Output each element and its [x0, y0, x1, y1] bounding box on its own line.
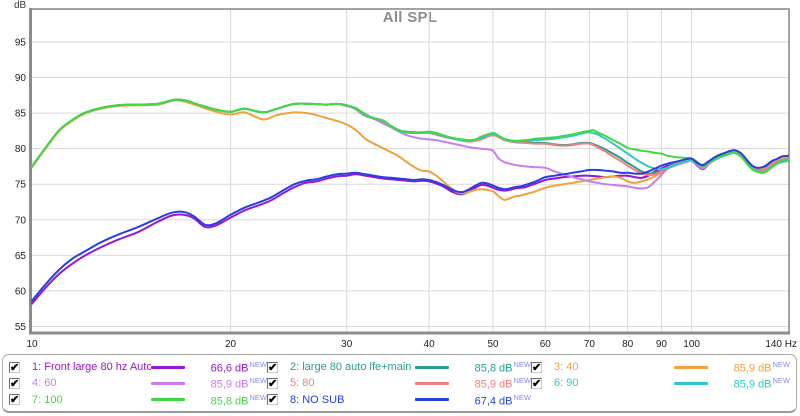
x-tick-label: 70	[584, 339, 596, 350]
legend-value-4: 85,9 dBNEW	[210, 376, 268, 391]
checkbox-check-icon: ✔	[10, 394, 20, 407]
new-badge: NEW	[249, 376, 268, 386]
legend-line-swatch-4	[150, 381, 185, 385]
checkbox-check-icon: ✔	[268, 377, 278, 390]
curve-7	[31, 98, 789, 174]
y-tick-label: 65	[15, 251, 27, 262]
legend-entry-6: ✔ 6: 90 85,9 dBNEW	[531, 375, 790, 391]
curve-3	[31, 99, 789, 201]
y-tick-label: 55	[15, 322, 27, 333]
plot-border	[30, 8, 790, 334]
legend-value-8: 67,4 dBNEW	[474, 392, 532, 408]
legend-label-7[interactable]: 7: 100	[32, 393, 63, 406]
checkbox-check-icon: ✔	[10, 361, 20, 374]
spl-plot-area[interactable]: 95 90 85 80 75 70 65 60 55 10 20 30 40 50 60 70 80 90 100 1…	[0, 0, 800, 352]
x-tick-label: 100	[683, 339, 700, 350]
legend-label-8[interactable]: 8: NO SUB	[290, 393, 345, 406]
x-tick-label: 140 Hz	[765, 339, 797, 350]
legend-line-swatch-1	[150, 365, 185, 369]
new-badge: NEW	[772, 376, 791, 386]
legend-value-2: 85,8 dBNEW	[474, 359, 532, 375]
new-badge: NEW	[513, 392, 532, 402]
x-tick-label: 10	[26, 339, 38, 350]
checkbox-check-icon: ✔	[268, 361, 278, 374]
legend-checkbox-5[interactable]: ✔	[267, 377, 278, 390]
legend-line-swatch-2	[414, 365, 449, 369]
legend-checkbox-7[interactable]: ✔	[9, 394, 20, 407]
legend-line-swatch-3	[673, 365, 708, 369]
legend-entry-4: ✔ 4: 60 85,9 dBNEW	[9, 375, 267, 391]
y-tick-label: 90	[15, 73, 27, 84]
y-tick-label: 60	[15, 286, 27, 297]
x-tick-label: 60	[540, 339, 552, 350]
y-axis-unit-label: dB	[14, 0, 27, 11]
y-tick-label: 70	[15, 215, 27, 226]
legend-label-6[interactable]: 6: 90	[554, 377, 579, 390]
legend-checkbox-3[interactable]: ✔	[531, 361, 542, 374]
legend-checkbox-4[interactable]: ✔	[9, 377, 20, 390]
legend-value-6: 85,9 dBNEW	[733, 376, 791, 391]
checkbox-check-icon: ✔	[532, 377, 542, 390]
legend-entry-2: ✔ 2: large 80 auto lfe+main 85,8 dBNEW	[267, 359, 531, 375]
legend-label-5[interactable]: 5: 80	[290, 377, 315, 390]
x-tick-label: 90	[656, 339, 668, 350]
legend-line-swatch-8	[414, 398, 449, 402]
legend-value-3: 85,9 dBNEW	[733, 359, 791, 375]
legend-entry-3: ✔ 3: 40 85,9 dBNEW	[531, 359, 790, 375]
legend-label-4[interactable]: 4: 60	[32, 377, 57, 390]
x-tick-label: 80	[622, 339, 634, 350]
curve-8	[31, 149, 789, 302]
legend-entry-5: ✔ 5: 80 85,9 dBNEW	[267, 375, 531, 391]
x-tick-label: 50	[487, 339, 499, 350]
x-tick-label: 30	[341, 339, 353, 350]
legend-line-swatch-7	[150, 398, 185, 402]
legend-label-2[interactable]: 2: large 80 auto lfe+main	[290, 361, 412, 374]
legend-line-swatch-5	[414, 381, 449, 385]
legend-value-1: 66,6 dBNEW	[210, 359, 268, 375]
new-badge: NEW	[249, 392, 268, 402]
legend-value-7: 85,8 dBNEW	[210, 392, 268, 408]
y-tick-label: 95	[15, 38, 27, 49]
legend-checkbox-1[interactable]: ✔	[9, 361, 20, 374]
legend-empty-cell	[531, 392, 790, 408]
y-tick-label: 85	[15, 109, 27, 120]
x-tick-label: 20	[225, 339, 237, 350]
legend-checkbox-6[interactable]: ✔	[531, 377, 542, 390]
new-badge: NEW	[513, 376, 532, 386]
legend-checkbox-2[interactable]: ✔	[267, 361, 278, 374]
checkbox-check-icon: ✔	[10, 377, 20, 390]
legend-entry-7: ✔ 7: 100 85,8 dBNEW	[9, 392, 267, 408]
checkbox-check-icon: ✔	[268, 394, 278, 407]
legend-label-1[interactable]: 1: Front large 80 hz Auto	[32, 361, 151, 374]
legend-value-5: 85,9 dBNEW	[474, 376, 532, 391]
new-badge: NEW	[772, 359, 791, 369]
checkbox-check-icon: ✔	[532, 361, 542, 374]
new-badge: NEW	[249, 359, 268, 369]
legend-entry-1: ✔ 1: Front large 80 hz Auto 66,6 dBNEW	[9, 359, 267, 375]
legend-panel: ✔ 1: Front large 80 hz Auto 66,6 dBNEW ✔ 2: …	[2, 354, 797, 413]
legend-entry-8: ✔ 8: NO SUB 67,4 dBNEW	[267, 392, 531, 408]
legend-line-swatch-6	[673, 381, 708, 385]
new-badge: NEW	[513, 359, 532, 369]
y-tick-label: 75	[15, 180, 27, 191]
legend-checkbox-8[interactable]: ✔	[267, 394, 278, 407]
y-tick-label: 80	[15, 144, 27, 155]
legend-label-3[interactable]: 3: 40	[554, 361, 579, 374]
x-tick-label: 40	[424, 339, 436, 350]
curve-1	[31, 151, 789, 305]
